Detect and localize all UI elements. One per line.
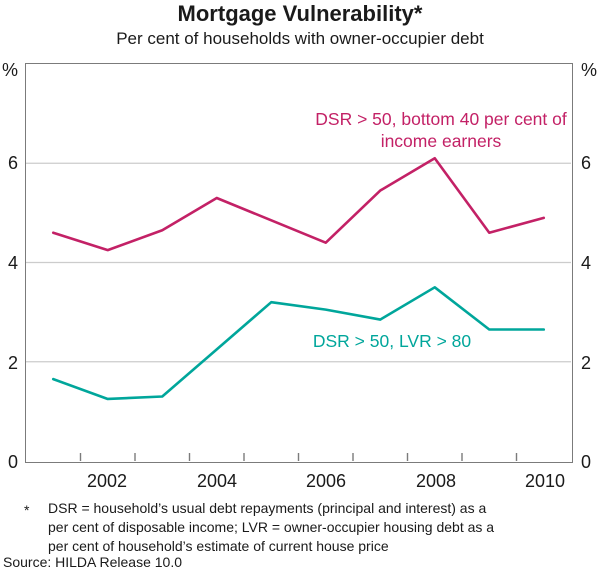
plot-area: DSR > 50, bottom 40 per cent of income e… — [25, 63, 573, 463]
series-label-dsr-bottom40-line2: income earners — [380, 131, 502, 151]
x-axis-label-2010: 2010 — [524, 471, 566, 491]
series-line-0 — [51, 156, 546, 252]
series-label-dsr-lvr: DSR > 50, LVR > 80 — [312, 331, 472, 351]
y-axis-label-right-4: 4 — [581, 253, 592, 273]
x-axis-label-2008: 2008 — [415, 471, 457, 491]
y-axis-unit-left: % — [1, 60, 18, 80]
x-axis-label-2006: 2006 — [305, 471, 347, 491]
chart-subtitle: Per cent of households with owner-occupi… — [116, 29, 484, 48]
x-axis-label-2002: 2002 — [86, 471, 128, 491]
footnote-line-2: per cent of disposable income; LVR = own… — [48, 519, 495, 535]
y-axis-label-right-6: 6 — [581, 153, 592, 173]
y-axis-label-right-0: 0 — [581, 452, 592, 472]
y-axis-unit-right: % — [581, 60, 598, 80]
footnote-line-3: per cent of household’s estimate of curr… — [48, 538, 389, 554]
source-text: Source: HILDA Release 10.0 — [3, 554, 182, 570]
x-axis-label-2004: 2004 — [196, 471, 238, 491]
y-axis-label-left-2: 2 — [7, 353, 18, 373]
plot-svg — [26, 156, 571, 461]
series-line-1 — [51, 286, 546, 401]
footnote-line-1: DSR = household’s usual debt repayments … — [48, 500, 487, 516]
footnote-asterisk: * — [24, 502, 30, 518]
y-axis-label-left-6: 6 — [7, 153, 18, 173]
y-axis-label-right-2: 2 — [581, 353, 592, 373]
y-axis-label-left-0: 0 — [7, 452, 18, 472]
y-axis-label-left-4: 4 — [7, 253, 18, 273]
series-label-dsr-bottom40: DSR > 50, bottom 40 per cent of income e… — [291, 108, 591, 152]
footnote-text: DSR = household’s usual debt repayments … — [48, 499, 578, 556]
series-label-dsr-bottom40-line1: DSR > 50, bottom 40 per cent of — [315, 109, 567, 129]
chart-title: Mortgage Vulnerability* — [177, 1, 423, 26]
